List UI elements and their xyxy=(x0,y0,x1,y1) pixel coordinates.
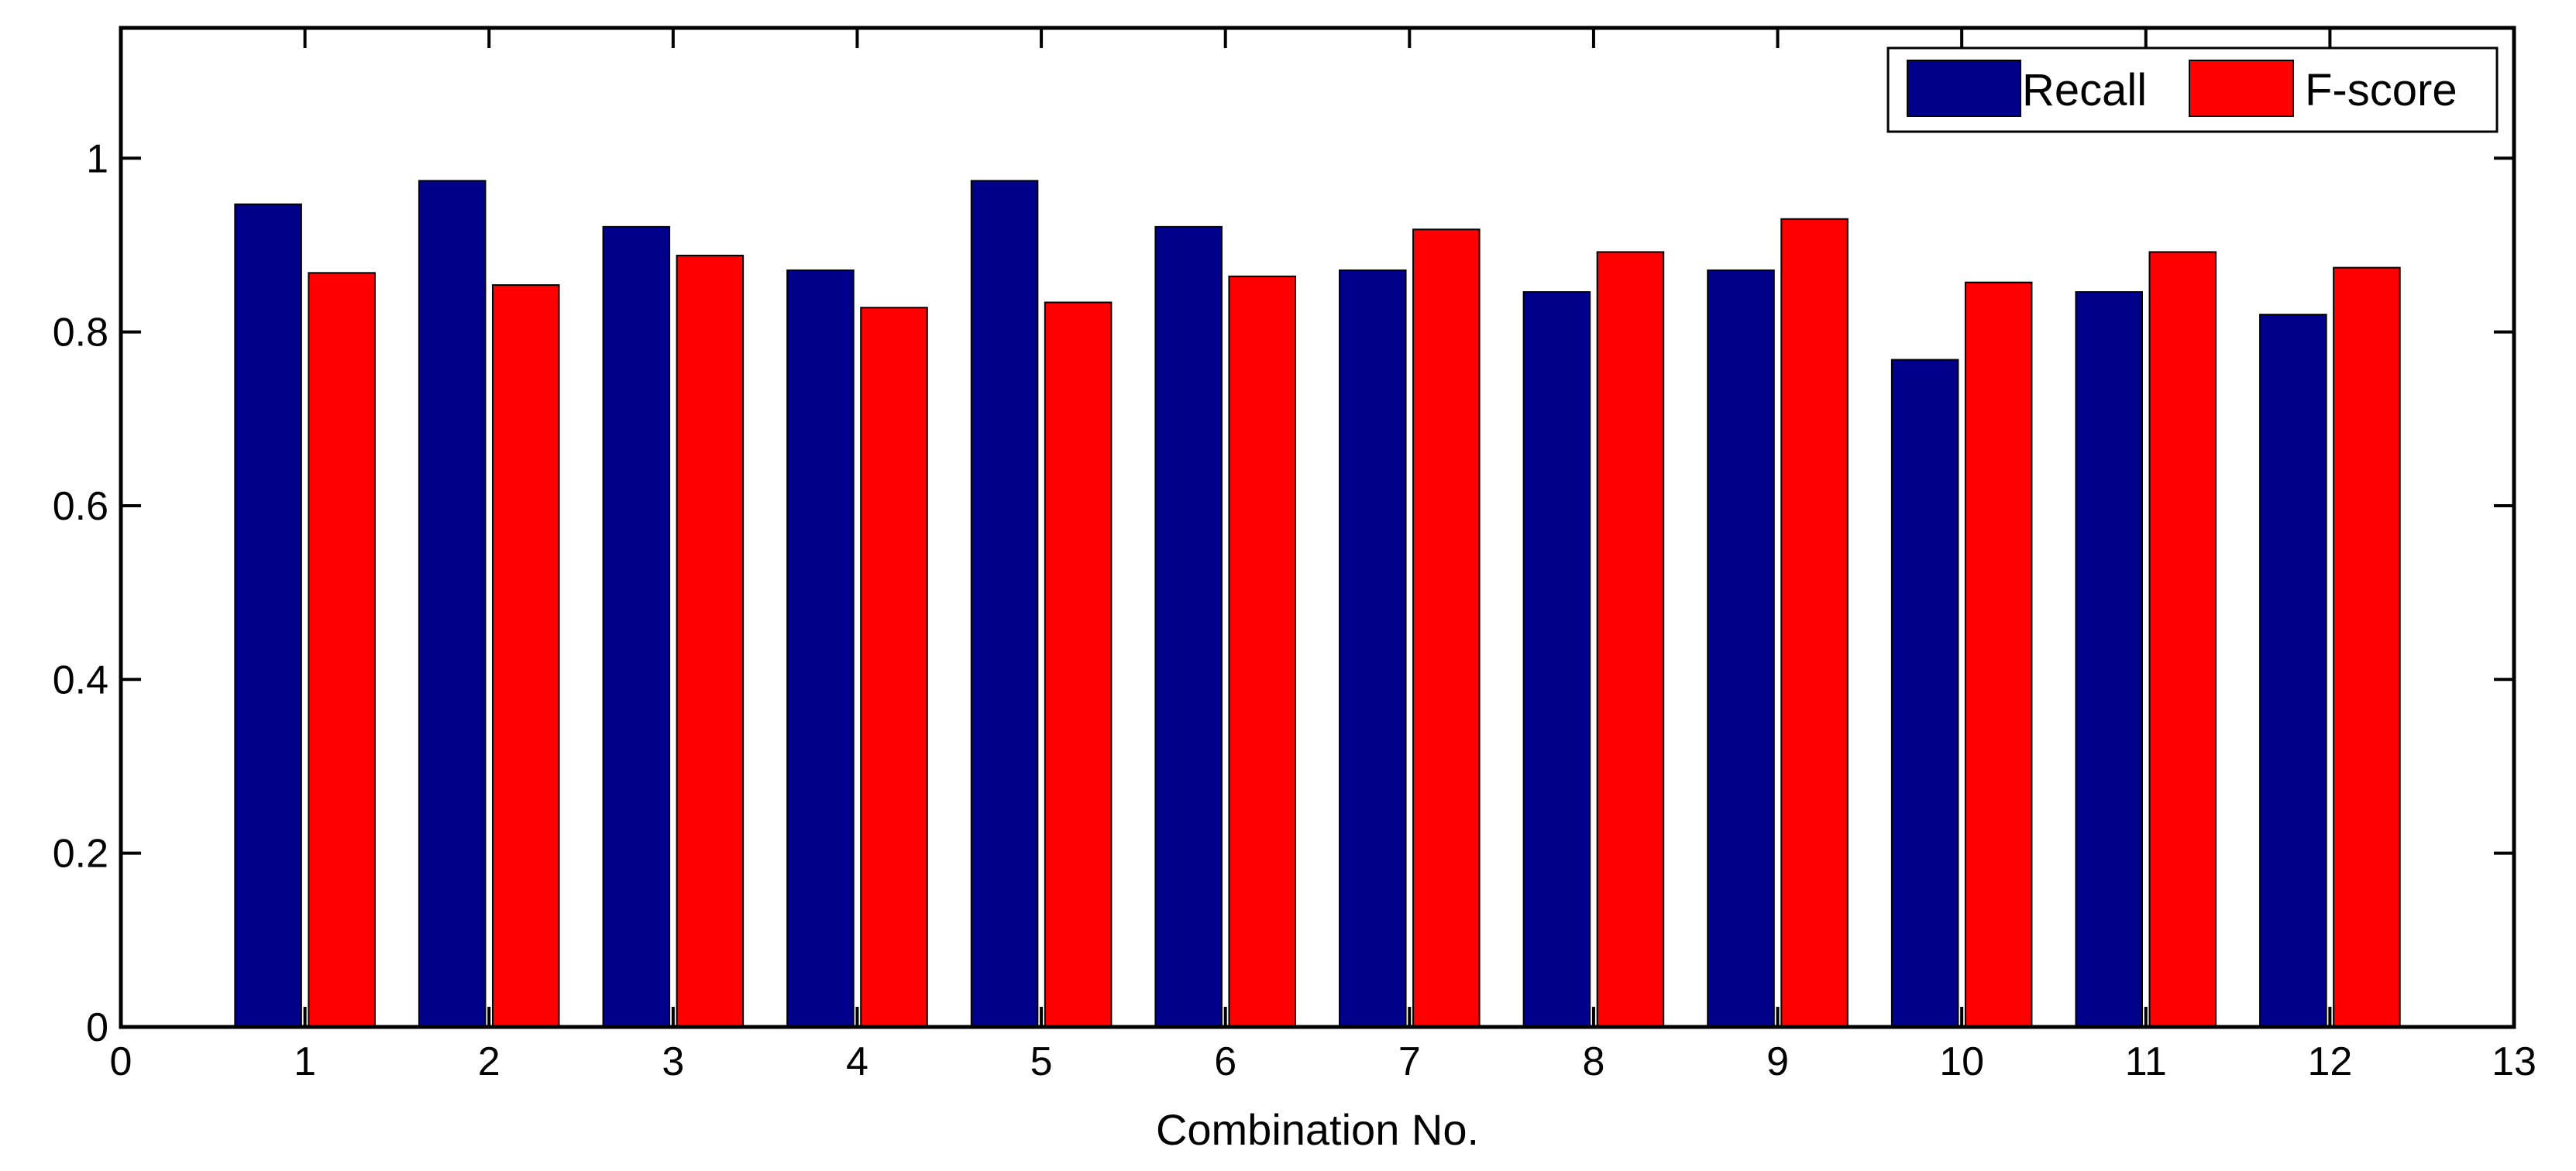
plot-area-frame xyxy=(119,26,2516,1029)
bar-recall-4 xyxy=(786,269,855,1028)
x-tick-label-6: 6 xyxy=(1214,1039,1236,1084)
y-tick-label-0.6: 0.6 xyxy=(53,484,108,529)
bar-fscore-7 xyxy=(1412,228,1481,1028)
bar-recall-5 xyxy=(970,180,1039,1028)
y-tick-label-0: 0 xyxy=(86,1005,108,1050)
y-tick-label-0.8: 0.8 xyxy=(53,311,108,355)
x-tick-label-4: 4 xyxy=(846,1039,868,1084)
legend-label-recall: Recall xyxy=(2022,65,2147,115)
x-axis-title: Combination No. xyxy=(1156,1105,1479,1154)
x-tick-label-11: 11 xyxy=(2125,1039,2167,1084)
x-tick-label-7: 7 xyxy=(1398,1039,1421,1084)
y-tick-label-1: 1 xyxy=(86,136,108,181)
bar-recall-7 xyxy=(1339,269,1407,1028)
x-tick-label-9: 9 xyxy=(1766,1039,1789,1084)
bar-fscore-4 xyxy=(860,307,928,1028)
x-tick-label-13: 13 xyxy=(2492,1039,2536,1084)
bar-fscore-5 xyxy=(1044,301,1113,1028)
bar-recall-9 xyxy=(1707,269,1775,1028)
bar-recall-10 xyxy=(1890,359,1959,1028)
x-tick-label-0: 0 xyxy=(110,1039,132,1084)
bar-recall-2 xyxy=(418,180,487,1028)
bar-fscore-10 xyxy=(1964,281,2033,1028)
bar-fscore-11 xyxy=(2148,251,2217,1028)
x-tick-label-1: 1 xyxy=(294,1039,316,1084)
legend: Recall F-score xyxy=(1886,46,2499,133)
bar-recall-3 xyxy=(602,225,671,1028)
y-tick-label-0.4: 0.4 xyxy=(53,658,108,702)
legend-label-fscore: F-score xyxy=(2305,65,2457,115)
bar-recall-1 xyxy=(234,203,302,1028)
y-tick-label-0.2: 0.2 xyxy=(53,832,108,877)
bar-recall-11 xyxy=(2075,291,2144,1028)
legend-swatch-recall xyxy=(1907,60,2021,117)
x-tick-label-8: 8 xyxy=(1582,1039,1604,1084)
bar-recall-8 xyxy=(1522,291,1591,1028)
bar-fscore-12 xyxy=(2333,266,2401,1028)
x-tick-label-3: 3 xyxy=(662,1039,684,1084)
bar-recall-6 xyxy=(1154,225,1223,1028)
bar-fscore-1 xyxy=(308,272,376,1028)
x-tick-label-5: 5 xyxy=(1030,1039,1053,1084)
bar-fscore-8 xyxy=(1596,251,1665,1028)
legend-swatch-fscore xyxy=(2189,60,2294,117)
x-tick-label-12: 12 xyxy=(2307,1039,2352,1084)
bar-fscore-2 xyxy=(491,284,560,1028)
bar-fscore-3 xyxy=(676,254,745,1028)
x-tick-label-10: 10 xyxy=(1939,1039,1984,1084)
x-tick-label-2: 2 xyxy=(478,1039,500,1084)
ticks-group xyxy=(119,28,2516,1028)
bar-fscore-9 xyxy=(1780,218,1849,1028)
bars-group xyxy=(234,180,2401,1028)
bar-fscore-6 xyxy=(1228,275,1296,1028)
bar-recall-12 xyxy=(2259,314,2327,1028)
